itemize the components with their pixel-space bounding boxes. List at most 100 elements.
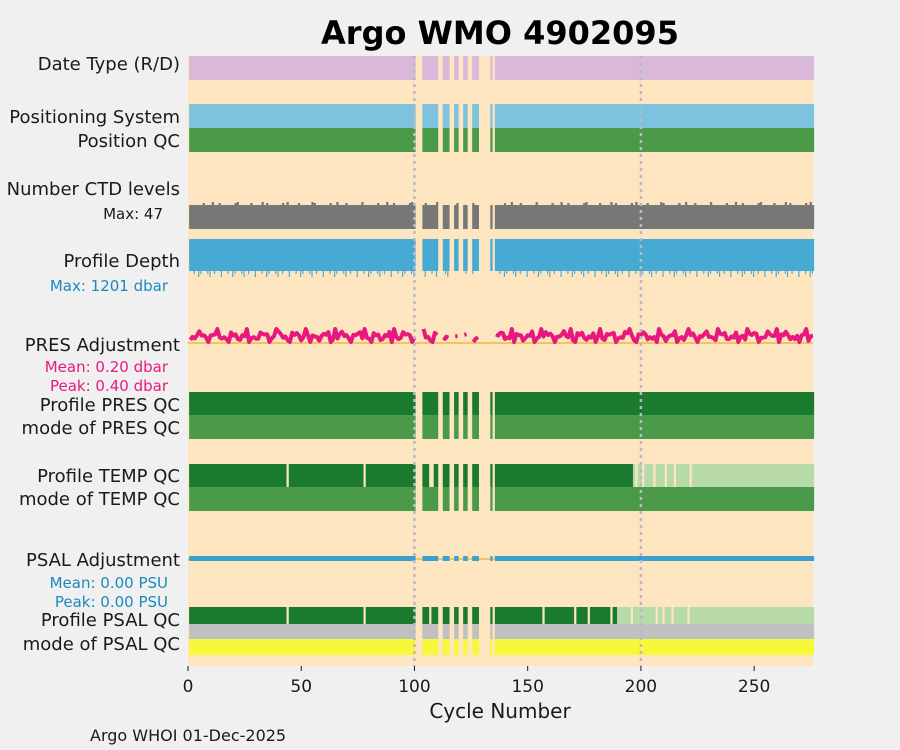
profile-depth-tail [232,271,234,277]
mode-psal-qc-grey-segment [189,624,416,639]
profile-temp-qc-segment [422,464,430,487]
profile-depth-tail [207,271,209,274]
profile-depth-tail [209,271,211,277]
psal-adjustment-segment [463,556,468,561]
psal-adjustment-segment [422,556,439,561]
position-qc-segment [454,128,459,152]
mode-psal-qc-grey-segment [454,624,459,639]
ctd-levels-bump [408,203,412,205]
profile-temp-qc-segment [433,464,439,487]
profile-depth-segment [442,239,450,271]
position-qc-segment [490,128,493,152]
psal-adjustment-segment [454,556,459,561]
ctd-levels-bump [535,202,538,205]
label-position-qc: Position QC [77,131,180,152]
profile-temp-qc-segment [189,464,287,487]
ctd-levels-bump [685,202,688,205]
profile-depth-tail [234,271,236,274]
profile-depth-tail [349,271,352,274]
profile-depth-tail [784,271,786,274]
ctd-levels-bump [392,203,396,205]
profile-temp-qc-segment [442,464,450,487]
profile-depth-tail [617,271,619,277]
ctd-levels-bump [377,203,380,205]
profile-psal-qc-segment [472,607,479,624]
sublabel-pres-peak: Peak: 0.40 dbar [50,377,169,395]
ctd-levels-segment [494,205,815,229]
profile-temp-qc-segment [675,464,690,487]
ctd-levels-bump [709,202,713,205]
profile-depth-tail [220,271,222,277]
profile-depth-tail [775,271,777,277]
ctd-levels-bump [585,202,588,205]
ctd-levels-bump [635,202,638,205]
psal-adjustment-segment [494,556,815,561]
profile-depth-tail [526,271,528,277]
profile-depth-tail [537,271,539,277]
date-type-segment [472,56,479,80]
profile-psal-qc-segment [632,607,656,624]
label-date-type: Date Type (R/D) [38,54,180,75]
profile-depth-tail [723,271,725,274]
ctd-levels-bump [694,203,697,205]
x-tick-label: 200 [625,677,657,697]
positioning-system-segment [472,104,479,128]
profile-depth-tail [401,271,404,277]
ctd-levels-bump [297,203,301,205]
profile-depth-tail [227,271,229,274]
ctd-levels-bump [757,203,760,205]
mode-pres-qc-segment [463,415,468,439]
profile-psal-qc-segment [544,607,575,624]
profile-depth-tail [499,271,501,274]
profile-depth-tail [540,271,542,274]
profile-temp-qc-segment [288,464,364,487]
profile-depth-tail [334,271,336,277]
psal-adjustment-segment [442,556,450,561]
mode-psal-qc-grey-segment [463,624,468,639]
profile-depth-tail [329,271,331,274]
profile-depth-tail [383,271,386,274]
profile-depth-tail [277,271,279,277]
label-profile-psal-qc: Profile PSAL QC [41,610,180,631]
profile-depth-tail [567,271,569,274]
profile-depth-segment [472,239,479,271]
profile-depth-tail [560,271,562,277]
ctd-levels-bump [614,203,618,205]
mode-pres-qc-segment [454,415,459,439]
mode-psal-qc-grey-segment [422,624,439,639]
profile-temp-qc-segment [632,464,636,487]
profile-depth-tail [614,271,616,274]
profile-psal-qc-segment [422,607,430,624]
label-mode-psal-qc: mode of PSAL QC [23,634,180,655]
profile-depth-segment [490,239,493,271]
profile-depth-tail [549,271,551,277]
profile-psal-qc-segment [454,607,459,624]
date-type-segment [189,56,416,80]
ctd-levels-bump [361,202,364,205]
profile-depth-tail [214,271,216,274]
profile-depth-tail [669,271,671,274]
profile-depth-tail [786,271,789,277]
profile-depth-tail [424,271,426,277]
profile-psal-qc-segment [288,607,364,624]
profile-temp-qc-segment [490,464,493,487]
profile-depth-tail [275,271,277,274]
label-profile-pres-qc: Profile PRES QC [40,395,180,416]
profile-depth-segment [454,239,459,271]
profile-depth-tail [771,271,773,274]
profile-depth-tail [809,271,811,277]
ctd-levels-bump [734,202,738,205]
sublabel-depth-max: Max: 1201 dbar [50,277,169,295]
mode-temp-qc-segment [472,487,479,511]
sublabel-psal-mean: Mean: 0.00 PSU [50,574,168,592]
ctd-levels-bump [503,203,507,205]
positioning-system-segment [454,104,459,128]
ctd-levels-segment [422,205,439,229]
date-type-segment [490,56,493,80]
profile-depth-tail [322,271,324,277]
profile-depth-tail [648,271,650,274]
profile-depth-tail [707,271,709,277]
profile-psal-qc-segment [189,607,287,624]
ctd-levels-bump [261,202,264,205]
mode-temp-qc-segment [463,487,468,511]
